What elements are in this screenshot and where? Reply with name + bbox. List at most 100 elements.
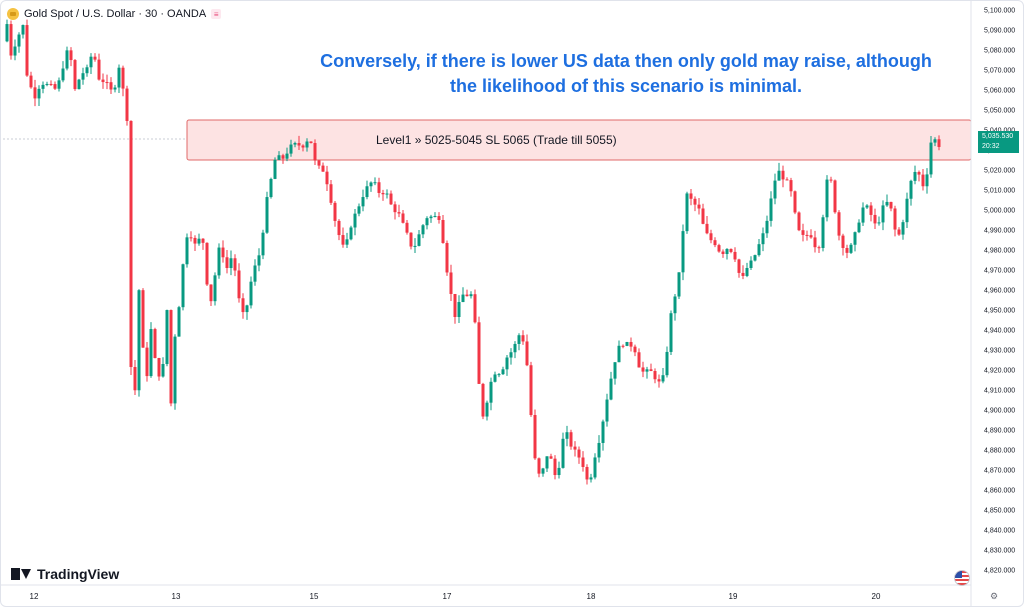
candle-body bbox=[917, 171, 921, 175]
candle-body bbox=[493, 374, 497, 382]
candle-body bbox=[709, 233, 713, 241]
candle-body bbox=[441, 219, 445, 243]
candle-body bbox=[865, 205, 869, 208]
candle-body bbox=[161, 364, 165, 377]
price-tick-label: 4,890.000 bbox=[984, 428, 1015, 435]
candle-body bbox=[257, 255, 261, 266]
level1-zone-label: Level1 » 5025-5045 SL 5065 (Trade till 5… bbox=[376, 133, 617, 147]
candle-body bbox=[613, 362, 617, 379]
candle-body bbox=[361, 197, 365, 207]
candle-body bbox=[541, 468, 545, 474]
candle-body bbox=[237, 270, 241, 299]
candle-body bbox=[409, 232, 413, 247]
tradingview-logo-icon bbox=[11, 568, 33, 580]
price-tick-label: 4,870.000 bbox=[984, 468, 1015, 475]
candle-body bbox=[249, 281, 253, 306]
candle-body bbox=[285, 153, 289, 159]
settings-gear-icon[interactable]: ⚙ bbox=[990, 591, 999, 601]
price-tick-label: 4,830.000 bbox=[984, 548, 1015, 555]
candle-body bbox=[773, 180, 777, 199]
candle-body bbox=[873, 214, 877, 224]
candle-body bbox=[17, 34, 21, 47]
candle-body bbox=[329, 184, 333, 203]
candle-body bbox=[825, 179, 829, 218]
candle-body bbox=[97, 59, 101, 80]
candle-body bbox=[681, 231, 685, 273]
candle-body bbox=[829, 179, 833, 181]
candle-body bbox=[913, 171, 917, 181]
candle-body bbox=[697, 204, 701, 209]
candle-body bbox=[213, 275, 217, 302]
candle-body bbox=[505, 357, 509, 370]
candle-body bbox=[193, 237, 197, 244]
candle-body bbox=[445, 242, 449, 273]
candle-body bbox=[725, 248, 729, 254]
candle-body bbox=[49, 83, 53, 85]
chart-annotation: Conversely, if there is lower US data th… bbox=[301, 49, 951, 99]
price-tick-label: 5,000.000 bbox=[984, 208, 1015, 215]
candle-body bbox=[553, 458, 557, 476]
candle-body bbox=[433, 216, 437, 218]
candle-body bbox=[809, 235, 813, 238]
candle-body bbox=[793, 191, 797, 213]
candle-body bbox=[817, 247, 821, 249]
candle-body bbox=[245, 305, 249, 313]
candle-body bbox=[689, 193, 693, 199]
candle-body bbox=[717, 245, 721, 252]
candle-body bbox=[597, 442, 601, 458]
market-status-icon[interactable]: ≡ bbox=[211, 9, 222, 19]
candle-body bbox=[13, 46, 17, 56]
price-tick-label: 4,960.000 bbox=[984, 288, 1015, 295]
candle-body bbox=[209, 284, 213, 302]
candle-body bbox=[269, 178, 273, 198]
candle-body bbox=[733, 251, 737, 260]
candle-body bbox=[369, 182, 373, 187]
tradingview-logo[interactable]: TradingView bbox=[11, 566, 119, 582]
candle-body bbox=[905, 198, 909, 223]
candle-body bbox=[665, 351, 669, 376]
us-flag-icon[interactable] bbox=[954, 570, 970, 586]
candle-body bbox=[277, 155, 281, 160]
price-tick-label: 4,940.000 bbox=[984, 328, 1015, 335]
candle-body bbox=[461, 294, 465, 303]
candle-body bbox=[337, 220, 341, 236]
price-tick-label: 4,910.000 bbox=[984, 388, 1015, 395]
candle-body bbox=[57, 80, 61, 89]
candle-body bbox=[545, 456, 549, 469]
gold-symbol-icon bbox=[7, 8, 19, 20]
candle-body bbox=[117, 67, 121, 88]
candle-body bbox=[877, 222, 881, 224]
candle-body bbox=[41, 84, 45, 89]
candle-body bbox=[933, 139, 937, 143]
candle-body bbox=[53, 84, 57, 89]
candle-body bbox=[645, 369, 649, 372]
candle-body bbox=[169, 310, 173, 404]
candle-body bbox=[517, 335, 521, 344]
candle-body bbox=[473, 294, 477, 323]
candle-body bbox=[173, 336, 177, 404]
candle-body bbox=[413, 245, 417, 247]
candle-body bbox=[241, 298, 245, 313]
candle-body bbox=[757, 244, 761, 256]
candle-body bbox=[353, 213, 357, 228]
candle-body bbox=[229, 258, 233, 269]
candle-body bbox=[833, 180, 837, 213]
candle-body bbox=[837, 212, 841, 236]
candle-body bbox=[737, 259, 741, 273]
candle-body bbox=[197, 238, 201, 244]
candle-body bbox=[5, 24, 9, 42]
candle-body bbox=[569, 432, 573, 447]
price-tick-label: 4,980.000 bbox=[984, 248, 1015, 255]
candle-body bbox=[881, 205, 885, 223]
candle-body bbox=[585, 466, 589, 480]
candle-body bbox=[729, 248, 733, 252]
candle-body bbox=[9, 24, 13, 56]
candle-body bbox=[141, 290, 145, 348]
candle-body bbox=[929, 142, 933, 175]
candle-body bbox=[617, 345, 621, 363]
symbol-header[interactable]: Gold Spot / U.S. Dollar · 30 · OANDA ≡ bbox=[7, 7, 222, 21]
candle-body bbox=[753, 255, 757, 261]
candle-body bbox=[649, 369, 653, 372]
price-tick-label: 5,100.000 bbox=[984, 8, 1015, 15]
